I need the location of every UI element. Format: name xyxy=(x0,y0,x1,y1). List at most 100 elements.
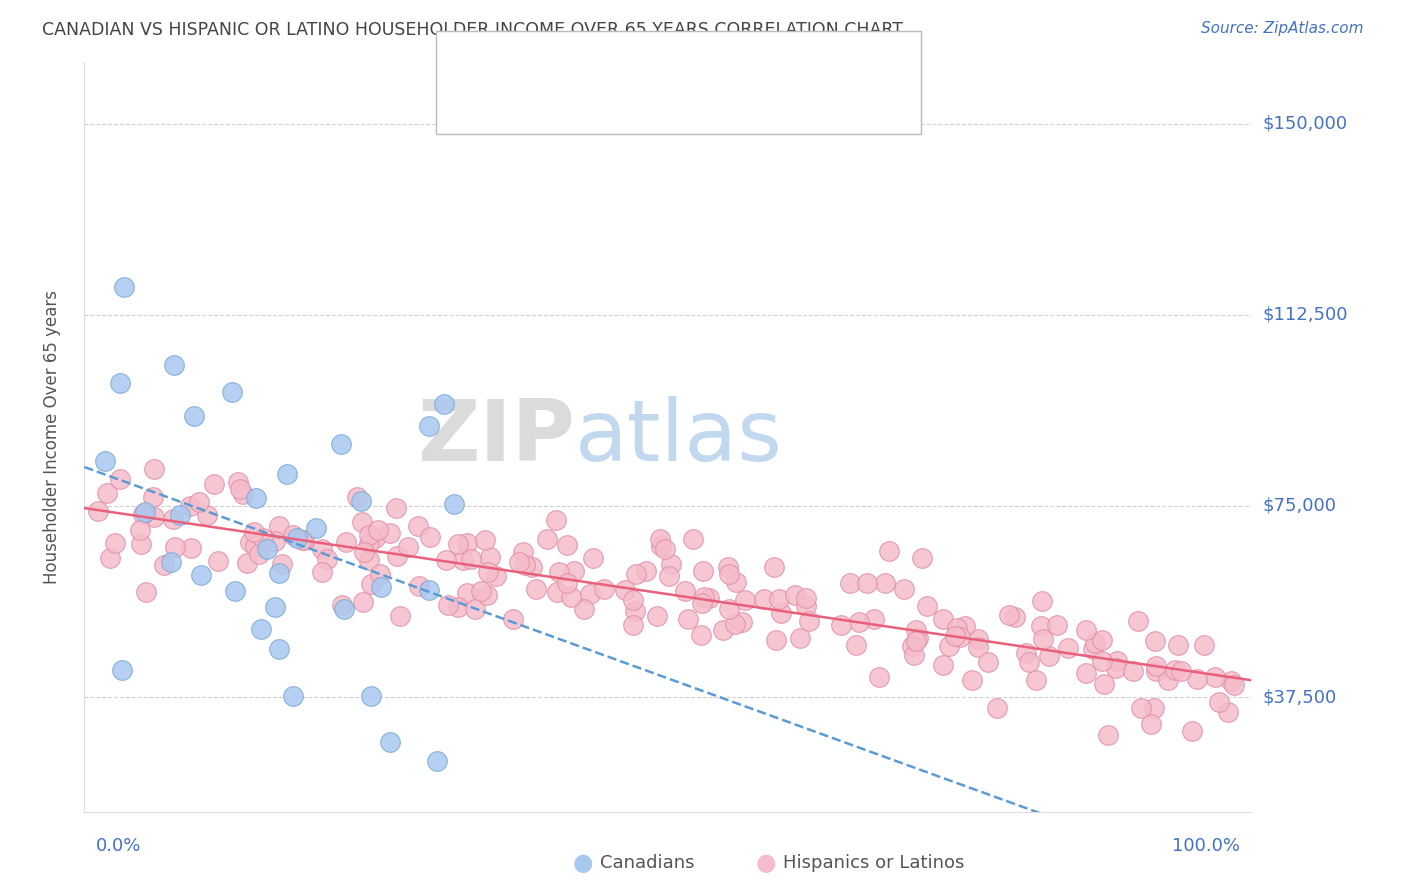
Point xyxy=(229,482,252,496)
Point xyxy=(378,525,401,540)
Point xyxy=(460,552,482,566)
Point xyxy=(582,550,605,565)
Text: 0.0%: 0.0% xyxy=(96,838,141,855)
Point xyxy=(650,539,672,553)
Point xyxy=(546,585,568,599)
Point xyxy=(1032,632,1054,646)
Point xyxy=(711,624,734,638)
Point xyxy=(152,558,174,572)
Point xyxy=(285,531,308,545)
Point xyxy=(1144,664,1167,678)
Point xyxy=(1038,648,1060,663)
Point xyxy=(269,566,291,580)
Text: atlas: atlas xyxy=(575,395,783,479)
Point xyxy=(724,617,747,632)
Point xyxy=(143,509,166,524)
Point xyxy=(1144,659,1167,673)
Point xyxy=(1025,673,1047,687)
Point xyxy=(768,592,790,607)
Point xyxy=(190,568,212,582)
Point xyxy=(953,619,976,633)
Point xyxy=(447,537,470,551)
Point xyxy=(949,630,972,644)
Text: ●: ● xyxy=(756,852,776,875)
Point xyxy=(1031,594,1053,608)
Point xyxy=(905,634,928,648)
Point xyxy=(224,583,246,598)
Point xyxy=(359,536,381,550)
Point xyxy=(353,545,375,559)
Point xyxy=(830,618,852,632)
Point xyxy=(96,486,118,500)
Point xyxy=(464,602,486,616)
Point xyxy=(456,585,478,599)
Point xyxy=(134,505,156,519)
Point xyxy=(593,582,616,596)
Point xyxy=(396,540,419,554)
Point xyxy=(574,602,596,616)
Point xyxy=(226,475,249,489)
Point xyxy=(848,615,870,629)
Point xyxy=(1208,695,1230,709)
Point xyxy=(456,536,478,550)
Text: 33: 33 xyxy=(654,51,679,69)
Point xyxy=(368,566,391,581)
Point xyxy=(250,622,273,636)
Text: Canadians: Canadians xyxy=(600,855,695,872)
Point xyxy=(1092,677,1115,691)
Point xyxy=(659,557,682,571)
Point xyxy=(291,533,314,548)
Point xyxy=(267,518,290,533)
Point xyxy=(692,565,714,579)
Point xyxy=(562,564,585,578)
Point xyxy=(1018,655,1040,669)
Point xyxy=(478,549,501,564)
Point xyxy=(477,565,499,579)
Point xyxy=(1216,705,1239,719)
Point xyxy=(1192,639,1215,653)
Point xyxy=(658,568,681,582)
Point xyxy=(267,641,290,656)
Point xyxy=(770,607,793,621)
Point xyxy=(221,385,243,400)
Point xyxy=(520,559,543,574)
Point xyxy=(485,568,508,582)
Point xyxy=(1091,654,1114,668)
Point xyxy=(108,472,131,486)
Point xyxy=(794,591,817,605)
Point xyxy=(408,579,430,593)
Point xyxy=(179,499,201,513)
Point xyxy=(169,508,191,522)
Point xyxy=(578,587,600,601)
Point xyxy=(931,658,953,673)
Point xyxy=(183,409,205,423)
Point xyxy=(350,493,373,508)
Point xyxy=(557,575,579,590)
Point xyxy=(1164,663,1187,677)
Point xyxy=(352,595,374,609)
Point xyxy=(976,656,998,670)
Point xyxy=(129,537,152,551)
Point xyxy=(901,639,924,653)
Point xyxy=(762,560,785,574)
Text: Hispanics or Latinos: Hispanics or Latinos xyxy=(783,855,965,872)
Point xyxy=(281,528,304,542)
Point xyxy=(367,523,389,537)
Point xyxy=(875,575,897,590)
Point xyxy=(693,591,716,605)
Point xyxy=(360,576,382,591)
Point xyxy=(264,533,287,548)
Point xyxy=(785,588,807,602)
Point xyxy=(512,544,534,558)
Point xyxy=(378,735,401,749)
Point xyxy=(986,701,1008,715)
Text: $75,000: $75,000 xyxy=(1263,497,1337,515)
Point xyxy=(536,532,558,546)
Point xyxy=(419,530,441,544)
Point xyxy=(195,508,218,522)
Point xyxy=(180,541,202,555)
Point xyxy=(555,538,578,552)
Point xyxy=(966,632,988,646)
Point xyxy=(187,495,209,509)
Point xyxy=(752,591,775,606)
